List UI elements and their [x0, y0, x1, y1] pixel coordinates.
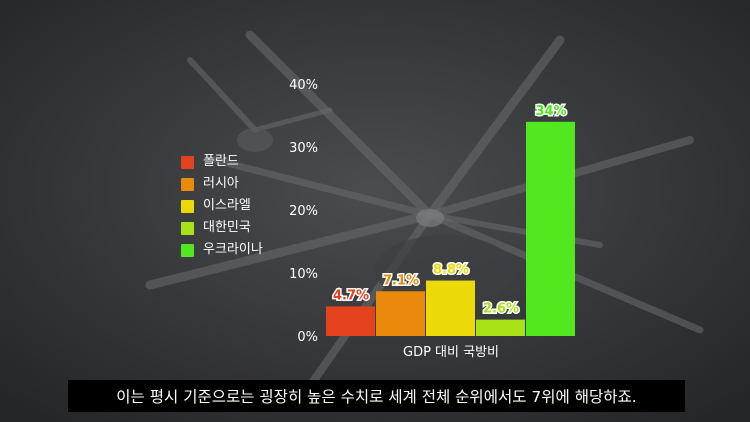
y-tick-label: 0% — [297, 330, 318, 345]
value-label-russia: 7.1% — [383, 273, 419, 288]
legend-label-korea: 대한민국 — [203, 220, 251, 235]
legend-swatch-poland — [181, 155, 194, 169]
bar-poland — [326, 306, 375, 336]
subtitle-text: 이는 평시 기준으로는 굉장히 높은 수치로 세계 전체 순위에서도 7위에 해… — [116, 388, 637, 406]
value-label-korea: 2.6% — [483, 302, 519, 317]
bar-ukraine — [526, 121, 575, 336]
value-label-ukraine: 34% — [535, 104, 566, 119]
bar-korea — [476, 319, 525, 336]
legend-label-ukraine: 우크라이나 — [203, 242, 263, 257]
legend-swatch-korea — [181, 221, 194, 235]
value-label-poland: 4.7% — [333, 288, 369, 303]
legend-label-russia: 러시아 — [203, 176, 239, 191]
legend-label-poland: 폴란드 — [203, 154, 239, 169]
y-tick-label: 40% — [289, 78, 318, 93]
legend-item-ukraine: 우크라이나 — [181, 242, 263, 258]
legend-item-russia: 러시아 — [181, 176, 263, 192]
legend-item-korea: 대한민국 — [181, 220, 263, 236]
chart-legend: 폴란드 러시아 이스라엘 대한민국 우크라이나 — [181, 154, 263, 258]
y-tick-label: 10% — [289, 267, 318, 282]
y-tick-label: 30% — [289, 141, 318, 156]
x-axis-label: GDP 대비 국방비 — [403, 345, 499, 360]
y-tick-label: 20% — [289, 204, 318, 219]
value-label-israel: 8.8% — [433, 263, 469, 278]
legend-item-poland: 폴란드 — [181, 154, 263, 170]
legend-swatch-ukraine — [181, 243, 194, 257]
legend-swatch-israel — [181, 199, 194, 213]
legend-swatch-russia — [181, 177, 194, 191]
bar-israel — [426, 280, 475, 336]
subtitle-caption: 이는 평시 기준으로는 굉장히 높은 수치로 세계 전체 순위에서도 7위에 해… — [68, 380, 685, 412]
legend-item-israel: 이스라엘 — [181, 198, 263, 214]
legend-label-israel: 이스라엘 — [203, 198, 251, 213]
bar-russia — [376, 291, 425, 336]
